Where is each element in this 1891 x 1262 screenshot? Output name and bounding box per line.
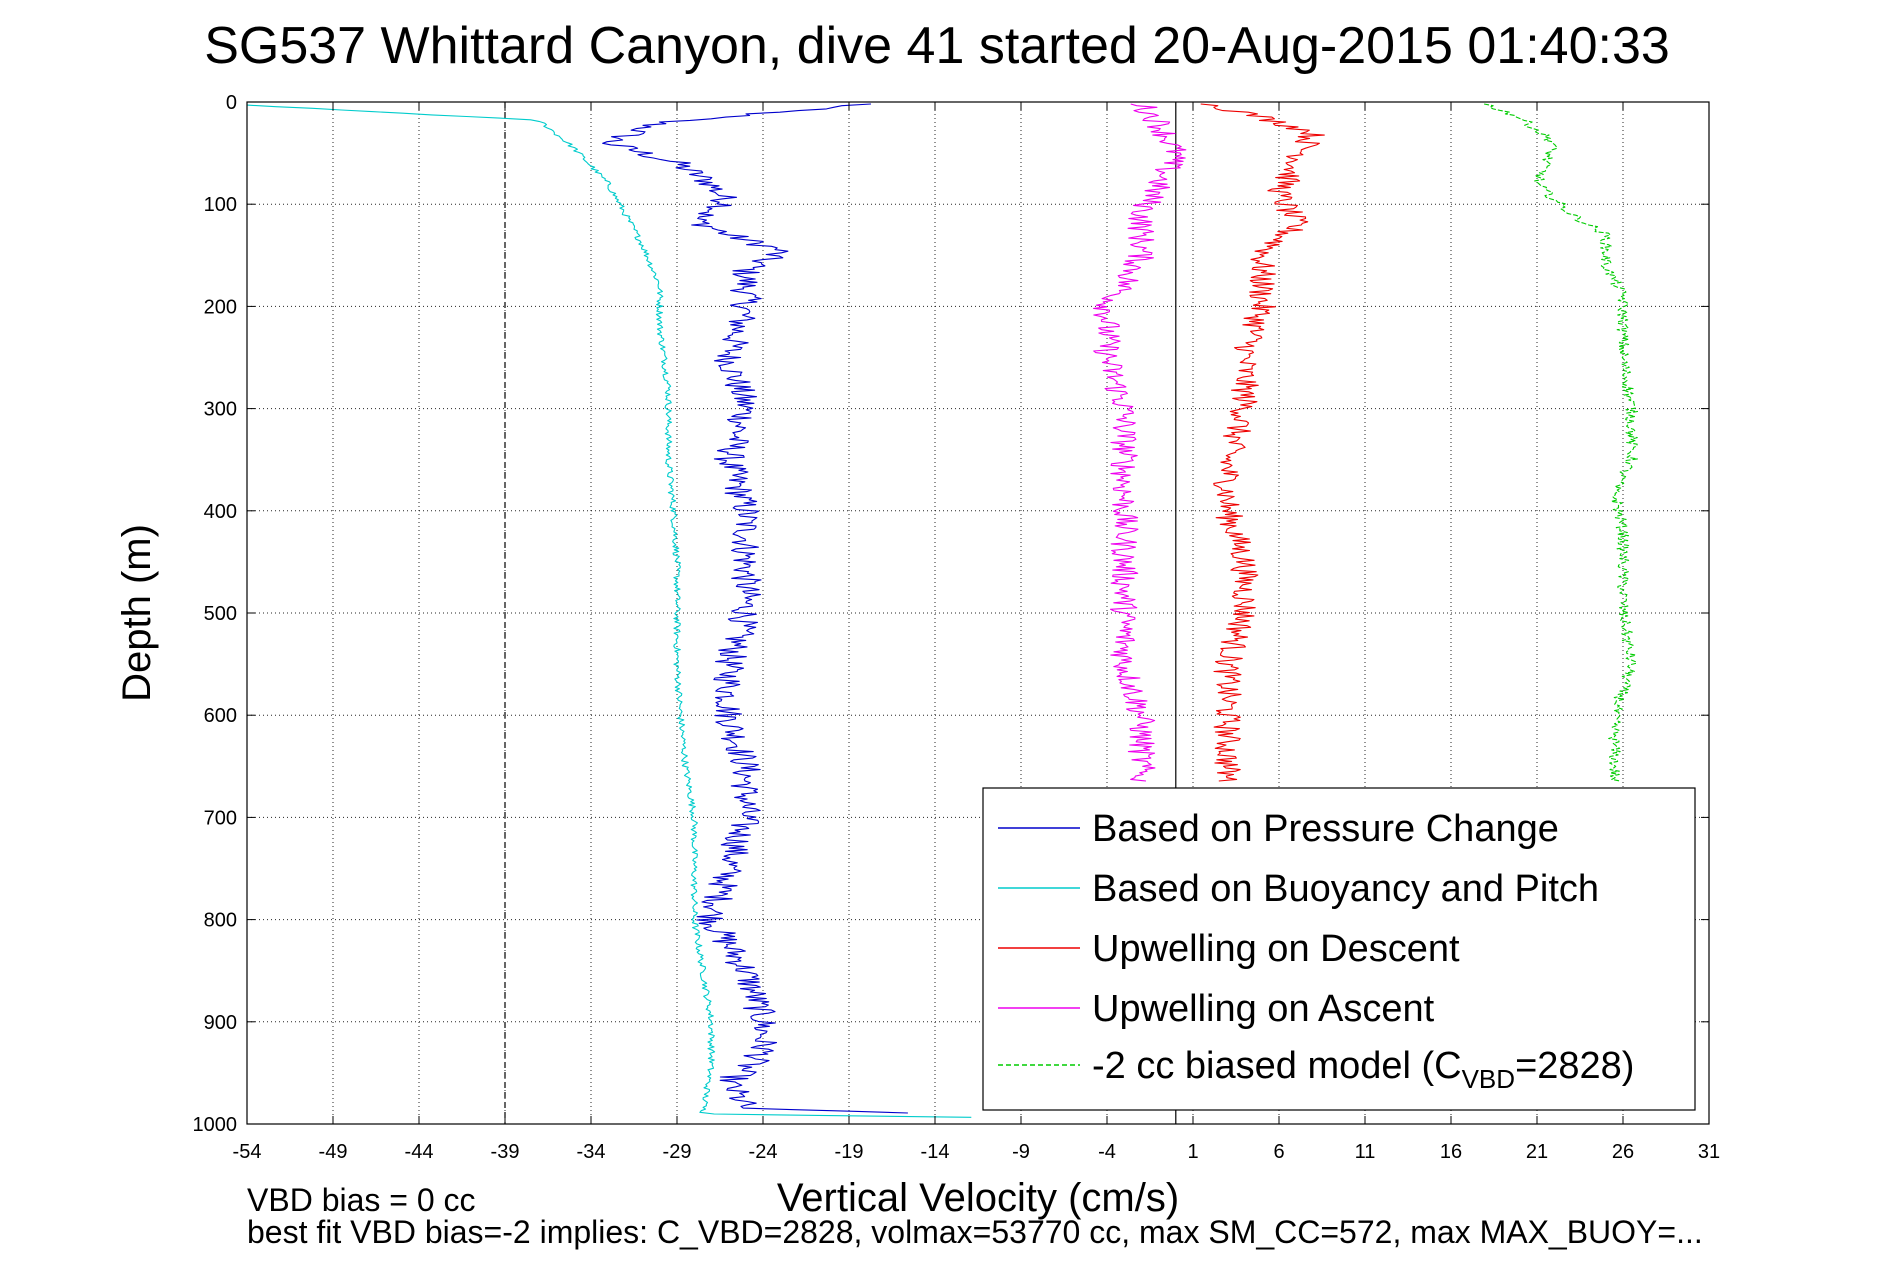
x-tick-label: -14 [921,1141,950,1163]
y-axis-label: Depth (m) [115,524,159,702]
x-tick-label: 1 [1187,1141,1198,1163]
y-tick-label: 0 [226,92,237,114]
legend-label: -2 cc biased model (CVBD=2828) [1092,1045,1634,1094]
legend-label: Based on Buoyancy and Pitch [1092,868,1599,910]
series-traces [247,103,1639,1118]
y-tick-label: 800 [204,910,237,932]
legend-box [982,787,1696,1111]
legend-label: Upwelling on Ascent [1092,988,1435,1030]
y-tick-label: 900 [204,1012,237,1034]
legend-label: Upwelling on Descent [1092,928,1460,970]
x-tick-label: -29 [663,1141,692,1163]
x-tick-label: -34 [577,1141,606,1163]
best-fit-annotation: best fit VBD bias=-2 implies: C_VBD=2828… [247,1214,1703,1250]
chart-legend: Based on Pressure Change Based on Buoyanc… [982,787,1696,1111]
legend-label-subscript: VBD [1462,1064,1515,1094]
chart-title: SG537 Whittard Canyon, dive 41 started 2… [204,17,1670,75]
series-line [247,104,972,1118]
y-tick-label: 1000 [193,1114,238,1136]
y-tick-label: 500 [204,603,237,625]
x-tick-label: -54 [233,1141,262,1163]
x-tick-label: 21 [1526,1141,1548,1163]
series-line [1483,103,1639,782]
series-line [602,103,908,1114]
axis-ticks: -54 -49 -44 -39 -34 -29 -24 -19 -14 -9 -4 1 6 11 16 21 2… [193,92,1721,1163]
x-tick-label: 26 [1612,1141,1634,1163]
x-tick-label: -24 [749,1141,778,1163]
legend-label-prefix: -2 cc biased model (C [1092,1045,1462,1087]
x-tick-label: 11 [1355,1141,1376,1163]
x-tick-label: -39 [491,1141,520,1163]
x-tick-label: 16 [1440,1141,1462,1163]
series-line [1200,103,1325,782]
y-tick-label: 200 [204,296,237,318]
x-axis-label: Vertical Velocity (cm/s) [777,1176,1179,1220]
x-tick-label: -4 [1098,1141,1116,1163]
y-tick-label: 600 [204,705,237,727]
x-tick-label: -19 [835,1141,864,1163]
y-tick-label: 400 [204,501,237,523]
legend-label: Based on Pressure Change [1092,808,1559,850]
x-tick-label: -44 [405,1141,434,1163]
legend-items: Based on Pressure Change Based on Buoyanc… [998,808,1634,1094]
x-tick-label: -9 [1012,1141,1030,1163]
x-tick-label: 6 [1273,1141,1284,1163]
x-tick-label: -49 [319,1141,348,1163]
y-tick-label: 100 [204,194,237,216]
legend-label-suffix: =2828) [1515,1045,1634,1087]
y-tick-label: 700 [204,807,237,829]
x-tick-label: 31 [1698,1141,1720,1163]
vbd-bias-annotation: VBD bias = 0 cc [247,1182,476,1218]
y-tick-label: 300 [204,399,237,421]
series-line [1093,103,1187,782]
